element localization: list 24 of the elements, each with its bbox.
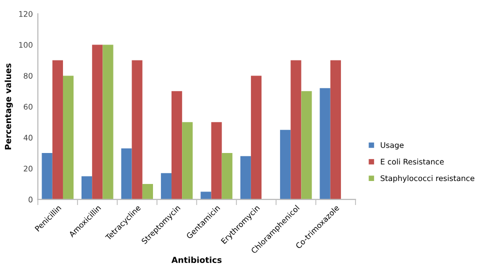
bar [82, 176, 92, 200]
bar [142, 184, 153, 200]
bar [250, 76, 262, 200]
bar [320, 88, 330, 200]
bar [182, 122, 193, 200]
bar [301, 91, 312, 200]
bar [330, 60, 341, 200]
bar [121, 148, 132, 200]
bar [42, 153, 52, 200]
bar [52, 60, 63, 200]
bar [290, 60, 302, 200]
bar [160, 173, 172, 200]
bar [172, 91, 182, 200]
x-axis-title: Antibiotics [171, 256, 222, 264]
bar [240, 156, 251, 200]
bar [280, 130, 291, 200]
bar [92, 44, 103, 200]
bar [200, 192, 212, 200]
bar [211, 122, 222, 200]
bar [222, 153, 232, 200]
bar [132, 60, 142, 200]
bar [102, 44, 114, 200]
y-axis-title: Percentage values [4, 64, 13, 150]
bar [62, 76, 74, 200]
